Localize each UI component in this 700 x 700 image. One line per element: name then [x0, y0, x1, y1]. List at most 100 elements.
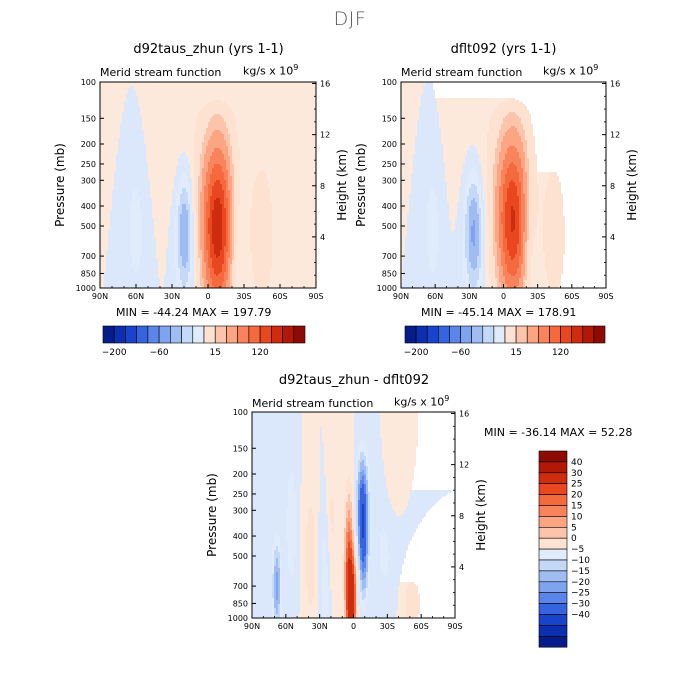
panel3-colorbar-box: [538, 483, 568, 495]
panel2-units: kg/s x 109: [543, 63, 598, 78]
panel2-colorbar-box: [471, 325, 484, 344]
panel2-xtick-label: 60S: [564, 292, 579, 301]
panel3-colorbar-box: [538, 581, 568, 593]
panel3-units: kg/s x 109: [394, 394, 449, 409]
panel1-ytick-label: 500: [81, 222, 96, 231]
panel2-ytick-label: 250: [382, 160, 397, 169]
panel1-colorbar-box: [170, 325, 182, 344]
panel2-ylabel: Pressure (mb): [354, 143, 368, 227]
panel3-y2tick-label: 12: [459, 461, 469, 470]
panel2-xtick-label: 30S: [530, 292, 545, 301]
panel3-colorbar-label: 0: [571, 534, 577, 544]
panel3-colorbar-label: 5: [571, 523, 577, 533]
panel3-colorbar-label: 25: [571, 480, 582, 490]
panel2-colorbar-label: 120: [552, 348, 569, 358]
panel3-field: [252, 412, 452, 619]
panel1-xtick-label: 60N: [128, 292, 144, 301]
figure-title: DJF: [333, 8, 367, 30]
panel2-ytick-label: 100: [382, 78, 397, 87]
panel1-colorbar-box: [293, 325, 306, 344]
panel3-ytick-label: 850: [233, 599, 248, 608]
panel2-xtick-label: 60N: [427, 292, 443, 301]
panel3-colorbar-box: [538, 516, 568, 528]
panel1-colorbar-label: −60: [150, 348, 169, 358]
panel2-ytick-label: 850: [382, 269, 397, 278]
panel2-title: dflt092 (yrs 1-1): [450, 42, 557, 57]
panel3-units-exp: 9: [444, 394, 450, 403]
panel2-colorbar-box: [404, 325, 417, 344]
panel1-colorbar-box: [158, 325, 171, 344]
panel3-colorbar-box: [538, 625, 568, 637]
panel1-colorbar-box: [248, 325, 261, 344]
panel2-colorbar-box: [515, 325, 528, 344]
panel3-ylabel: Pressure (mb): [205, 473, 219, 557]
panel1-y2label: Height (km): [335, 149, 349, 220]
panel3-title: d92taus_zhun - dflt092: [278, 373, 430, 388]
panel2-colorbar-box: [526, 325, 539, 344]
panel1-field: [100, 82, 316, 289]
panel1-colorbar-box: [259, 325, 272, 344]
panel3-ytick-label: 1000: [228, 614, 248, 623]
panel3-colorbar-label: 40: [571, 458, 583, 468]
panel2-y2tick-label: 16: [610, 80, 620, 89]
panel1-colorbar-box: [125, 325, 137, 344]
panel3-ytick-label: 400: [233, 532, 248, 541]
panel2-y2label: Height (km): [625, 149, 639, 220]
panel3-xtick-label: 60S: [414, 622, 429, 631]
panel3-ytick-label: 300: [233, 506, 248, 515]
panel2-xtick-label: 90S: [598, 292, 613, 301]
panel3-colorbar-box: [538, 635, 568, 648]
panel2-colorbar-label: −200: [404, 348, 429, 358]
panel3-y2tick-label: 8: [459, 512, 464, 521]
panel1-units-text: kg/s x 10: [243, 64, 294, 78]
panel1-colorbar-box: [147, 325, 160, 344]
panel3-colorbar-box: [538, 614, 568, 626]
panel2-units-text: kg/s x 10: [543, 64, 594, 78]
panel1-ytick-label: 100: [81, 78, 96, 87]
panel1-colorbar-label: −200: [102, 348, 127, 358]
panel1-colorbar-box: [214, 325, 227, 344]
panel3-ytick-label: 150: [233, 444, 248, 453]
panel3-colorbar-label: 15: [571, 502, 582, 512]
panel3-colorbar-label: 10: [571, 512, 583, 522]
panel2-ytick-label: 1000: [377, 284, 397, 293]
panel3-colorbar-box: [538, 548, 568, 561]
panel3-colorbar-box: [538, 537, 568, 550]
panel1-xtick-label: 30S: [236, 292, 251, 301]
panel1-colorbar-box: [113, 325, 126, 344]
panel3-xtick-label: 30N: [312, 622, 328, 631]
panel1-units-exp: 9: [293, 63, 299, 72]
panel2-colorbar-box: [560, 325, 572, 344]
panel2-ytick-label: 300: [382, 176, 397, 185]
panel1-colorbar-box: [181, 325, 194, 344]
panel1-ytick-label: 250: [81, 160, 96, 169]
panel2-colorbar-box: [582, 325, 595, 344]
panel2-colorbar-box: [538, 325, 550, 344]
panel1-xtick-label: 60S: [272, 292, 287, 301]
panel3-colorbar-label: −40: [571, 611, 590, 621]
panel3-xtick-label: 30S: [380, 622, 395, 631]
panel3-colorbar-box: [538, 450, 568, 463]
panel3-ytick-label: 700: [233, 582, 248, 591]
panel2-colorbar-box: [438, 325, 450, 344]
panel2-colorbar: [404, 325, 606, 344]
panel3-colorbar-label: −10: [571, 556, 590, 566]
panel1-colorbar-box: [203, 325, 216, 344]
panel3-ytick-label: 100: [233, 408, 248, 417]
panel3-y2tick-label: 16: [459, 410, 469, 419]
panel2-colorbar-box: [493, 325, 506, 344]
panel3-colorbar-box: [538, 592, 568, 604]
panel3-units-text: kg/s x 10: [394, 395, 445, 409]
panel1-ytick-label: 700: [81, 252, 96, 261]
panel2-y2tick-label: 12: [610, 131, 620, 140]
panel1-ytick-label: 1000: [76, 284, 96, 293]
panel2-y2tick-label: 8: [610, 182, 615, 191]
panel3-colorbar-box: [538, 570, 568, 583]
panel1-stats: MIN = -44.24 MAX = 197.79: [116, 306, 272, 319]
panel1-y2tick-label: 12: [320, 131, 330, 140]
panel3-colorbar-label: −20: [571, 578, 590, 588]
panel2-xtick-label: 30N: [461, 292, 477, 301]
panel2-xtick-label: 90N: [393, 292, 409, 301]
